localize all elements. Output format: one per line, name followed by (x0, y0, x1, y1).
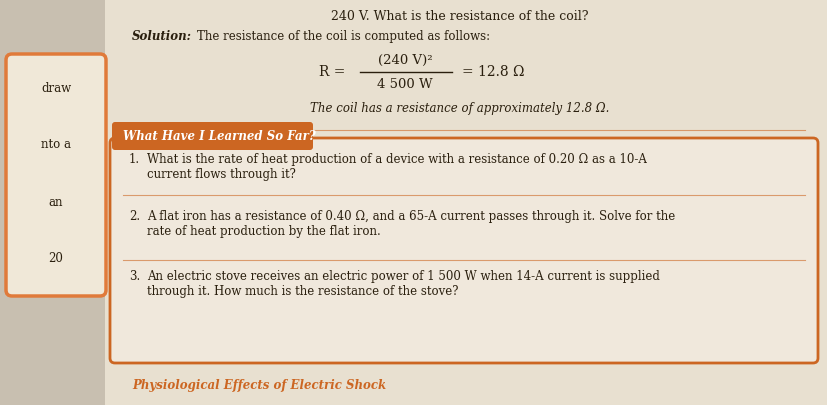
Text: an: an (49, 196, 63, 209)
Text: The coil has a resistance of approximately 12.8 Ω.: The coil has a resistance of approximate… (310, 102, 609, 115)
Text: 4 500 W: 4 500 W (377, 77, 433, 90)
Text: (240 V)²: (240 V)² (377, 53, 432, 66)
Bar (105, 0, 827, 405)
FancyBboxPatch shape (112, 122, 313, 150)
Text: 240 V. What is the resistance of the coil?: 240 V. What is the resistance of the coi… (331, 10, 588, 23)
FancyBboxPatch shape (6, 54, 106, 296)
Text: A flat iron has a resistance of 0.40 Ω, and a 65-A current passes through it. So: A flat iron has a resistance of 0.40 Ω, … (147, 210, 675, 238)
Bar (0, 0, 105, 405)
Text: Physiological Effects of Electric Shock: Physiological Effects of Electric Shock (131, 379, 385, 392)
Text: R =: R = (318, 65, 345, 79)
FancyBboxPatch shape (110, 138, 817, 363)
Text: An electric stove receives an electric power of 1 500 W when 14-A current is sup: An electric stove receives an electric p… (147, 270, 659, 298)
Text: 1.: 1. (129, 153, 140, 166)
Text: What is the rate of heat production of a device with a resistance of 0.20 Ω as a: What is the rate of heat production of a… (147, 153, 646, 181)
Text: nto a: nto a (41, 139, 71, 151)
Text: draw: draw (41, 81, 71, 94)
Text: 2.: 2. (129, 210, 140, 223)
Text: The resistance of the coil is computed as follows:: The resistance of the coil is computed a… (197, 30, 490, 43)
Text: = 12.8 Ω: = 12.8 Ω (461, 65, 523, 79)
Text: 20: 20 (49, 252, 64, 264)
Text: 3.: 3. (129, 270, 140, 283)
Text: Solution:: Solution: (131, 30, 192, 43)
Text: What Have I Learned So Far?: What Have I Learned So Far? (123, 130, 315, 143)
